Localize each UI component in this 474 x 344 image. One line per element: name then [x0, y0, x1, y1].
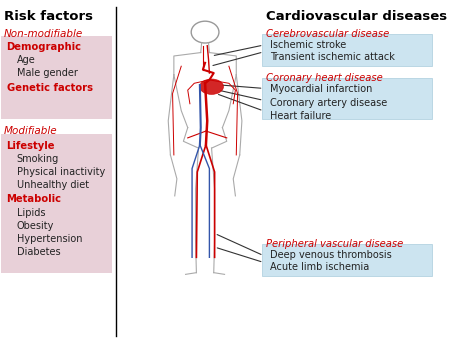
Text: Acute limb ischemia: Acute limb ischemia [270, 262, 369, 272]
Text: Risk factors: Risk factors [4, 10, 92, 23]
Ellipse shape [200, 79, 223, 94]
Text: Coronary artery disease: Coronary artery disease [270, 98, 387, 108]
FancyBboxPatch shape [262, 34, 432, 66]
Text: Genetic factors: Genetic factors [7, 83, 92, 93]
Text: Metabolic: Metabolic [7, 194, 62, 204]
FancyBboxPatch shape [262, 244, 432, 276]
Text: Peripheral vascular disease: Peripheral vascular disease [266, 238, 403, 248]
Text: Male gender: Male gender [17, 68, 77, 78]
Text: Deep venous thrombosis: Deep venous thrombosis [270, 250, 392, 260]
Text: Cardiovascular diseases: Cardiovascular diseases [266, 10, 447, 23]
Text: Smoking: Smoking [17, 153, 59, 164]
Text: Lifestyle: Lifestyle [7, 141, 55, 151]
Text: Diabetes: Diabetes [17, 247, 60, 257]
Text: Non-modifiable: Non-modifiable [4, 29, 83, 39]
Text: Modifiable: Modifiable [4, 126, 57, 136]
Text: Cerebrovascular disease: Cerebrovascular disease [266, 29, 389, 39]
Text: Coronary heart disease: Coronary heart disease [266, 73, 383, 83]
Text: Hypertension: Hypertension [17, 234, 82, 244]
Text: Physical inactivity: Physical inactivity [17, 166, 105, 176]
Text: Heart failure: Heart failure [270, 111, 331, 121]
FancyBboxPatch shape [1, 35, 112, 119]
Text: Ischemic stroke: Ischemic stroke [270, 40, 346, 50]
Text: Unhealthy diet: Unhealthy diet [17, 180, 89, 190]
Text: Obesity: Obesity [17, 221, 54, 231]
Text: Demographic: Demographic [7, 42, 82, 52]
FancyBboxPatch shape [1, 135, 112, 273]
FancyBboxPatch shape [262, 78, 432, 119]
Text: Transient ischemic attack: Transient ischemic attack [270, 52, 395, 62]
Text: Age: Age [17, 55, 35, 65]
Text: Myocardial infarction: Myocardial infarction [270, 84, 373, 94]
Text: Lipids: Lipids [17, 208, 45, 218]
